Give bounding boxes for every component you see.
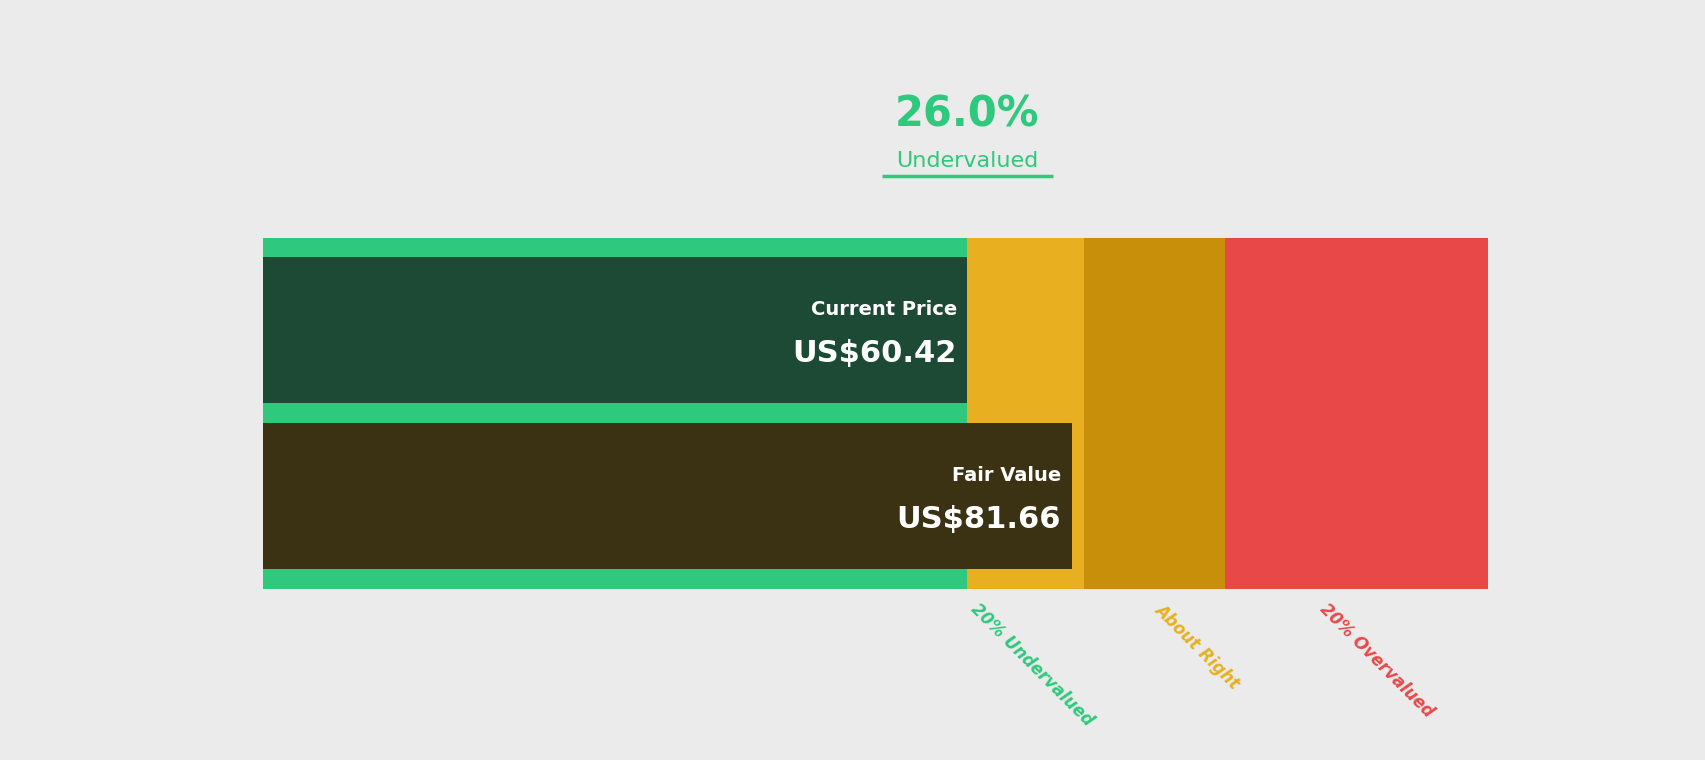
Bar bbox=[1224, 237, 1487, 588]
Text: US$81.66: US$81.66 bbox=[895, 505, 1061, 534]
Text: About Right: About Right bbox=[1151, 600, 1243, 692]
Bar bbox=[263, 237, 967, 588]
Text: Fair Value: Fair Value bbox=[951, 466, 1061, 485]
Bar bbox=[263, 257, 967, 404]
Text: 26.0%: 26.0% bbox=[895, 93, 1038, 135]
Text: Current Price: Current Price bbox=[810, 300, 957, 319]
Text: 20% Undervalued: 20% Undervalued bbox=[967, 600, 1096, 730]
Bar bbox=[263, 423, 1071, 569]
Bar bbox=[967, 237, 1083, 588]
Text: 20% Overvalued: 20% Overvalued bbox=[1316, 600, 1437, 721]
Text: US$60.42: US$60.42 bbox=[793, 339, 957, 368]
Bar bbox=[1083, 237, 1224, 588]
Text: Undervalued: Undervalued bbox=[895, 151, 1038, 172]
